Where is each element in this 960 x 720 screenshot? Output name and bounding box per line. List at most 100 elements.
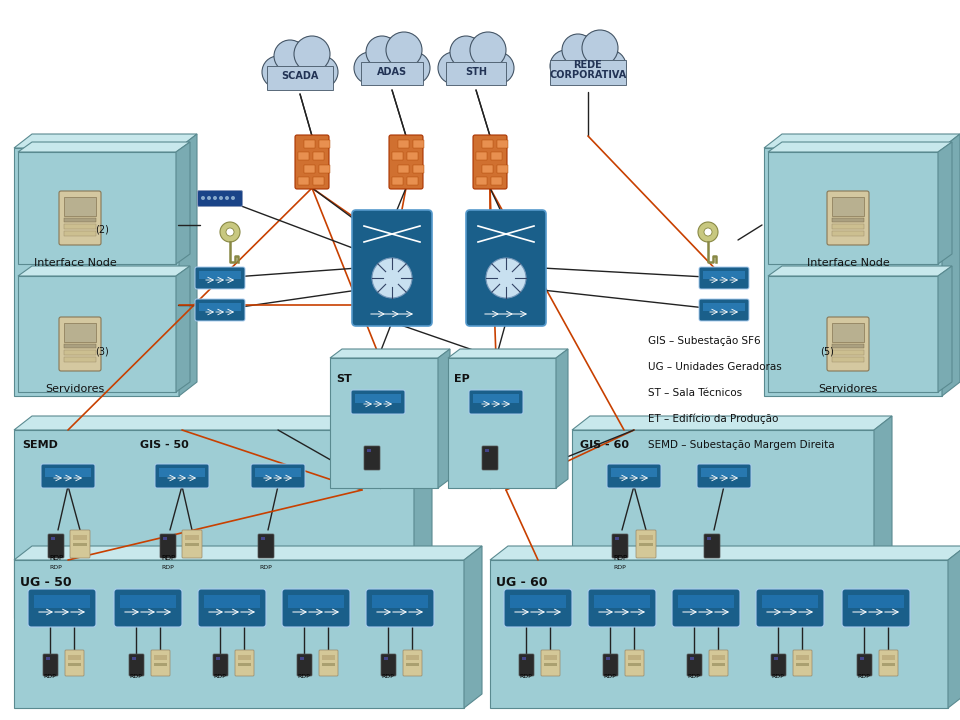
Polygon shape	[361, 62, 423, 85]
Bar	[678, 595, 734, 608]
FancyBboxPatch shape	[59, 191, 101, 245]
Circle shape	[220, 222, 240, 242]
Circle shape	[262, 56, 294, 88]
Text: SEMD – Subestação Margem Direita: SEMD – Subestação Margem Direita	[648, 440, 834, 450]
FancyBboxPatch shape	[793, 650, 812, 676]
Bar	[68, 655, 81, 660]
Bar	[832, 323, 864, 342]
Bar	[64, 350, 96, 355]
FancyBboxPatch shape	[182, 530, 202, 558]
Bar	[313, 177, 324, 185]
Bar	[132, 657, 136, 660]
Bar	[615, 537, 619, 540]
FancyBboxPatch shape	[352, 210, 432, 326]
Bar	[703, 303, 745, 311]
Circle shape	[704, 228, 712, 236]
Text: RDP: RDP	[161, 565, 175, 570]
Circle shape	[386, 32, 422, 68]
Bar	[712, 655, 725, 660]
FancyBboxPatch shape	[504, 589, 572, 627]
Text: RDP: RDP	[43, 674, 57, 679]
Bar	[407, 177, 418, 185]
Bar	[413, 165, 424, 173]
FancyBboxPatch shape	[295, 135, 329, 189]
Bar	[392, 177, 403, 185]
FancyBboxPatch shape	[541, 650, 560, 676]
Bar	[482, 140, 493, 148]
FancyBboxPatch shape	[756, 589, 824, 627]
Circle shape	[450, 36, 482, 68]
Bar	[304, 140, 315, 148]
Bar	[199, 303, 241, 311]
Bar	[832, 218, 864, 222]
FancyBboxPatch shape	[251, 464, 305, 488]
FancyBboxPatch shape	[160, 534, 176, 558]
Bar	[407, 152, 418, 160]
FancyBboxPatch shape	[469, 390, 523, 414]
Bar	[762, 595, 818, 608]
Bar	[68, 663, 81, 666]
FancyBboxPatch shape	[827, 191, 869, 245]
Bar	[154, 663, 167, 666]
Bar	[606, 657, 610, 660]
Circle shape	[274, 40, 306, 72]
Bar	[712, 663, 725, 666]
Circle shape	[482, 52, 514, 84]
FancyBboxPatch shape	[842, 589, 910, 627]
Bar	[204, 595, 260, 608]
Bar	[355, 394, 401, 403]
FancyBboxPatch shape	[59, 317, 101, 371]
Bar	[64, 231, 96, 236]
Circle shape	[486, 258, 526, 298]
Bar	[796, 663, 809, 666]
Text: UG - 50: UG - 50	[20, 576, 72, 589]
FancyBboxPatch shape	[612, 534, 628, 558]
Text: ADAS: ADAS	[377, 67, 407, 77]
Text: (5): (5)	[820, 346, 834, 356]
FancyBboxPatch shape	[195, 299, 245, 321]
FancyBboxPatch shape	[198, 191, 243, 207]
Bar	[639, 535, 653, 540]
Bar	[544, 655, 557, 660]
Bar	[485, 449, 489, 452]
Text: REDE
CORPORATIVA: REDE CORPORATIVA	[549, 60, 627, 81]
Circle shape	[566, 36, 610, 80]
Circle shape	[398, 52, 430, 84]
Text: RDP: RDP	[604, 674, 616, 679]
Text: EP: EP	[454, 374, 469, 384]
Bar	[473, 394, 519, 403]
FancyBboxPatch shape	[588, 589, 656, 627]
Bar	[304, 165, 315, 173]
Text: Servidores: Servidores	[45, 384, 105, 394]
FancyBboxPatch shape	[155, 464, 209, 488]
Text: RDP: RDP	[161, 555, 175, 561]
FancyBboxPatch shape	[351, 390, 405, 414]
Text: ST – Sala Técnicos: ST – Sala Técnicos	[648, 388, 742, 398]
Bar	[199, 271, 241, 279]
Polygon shape	[768, 276, 938, 392]
Circle shape	[219, 196, 223, 200]
Polygon shape	[572, 416, 892, 430]
Polygon shape	[18, 152, 176, 264]
FancyBboxPatch shape	[603, 654, 618, 676]
Polygon shape	[764, 134, 960, 148]
FancyBboxPatch shape	[70, 530, 90, 558]
Bar	[398, 165, 409, 173]
Polygon shape	[438, 349, 450, 488]
FancyBboxPatch shape	[65, 650, 84, 676]
Polygon shape	[330, 358, 438, 488]
Polygon shape	[490, 560, 948, 708]
Text: RDP: RDP	[772, 674, 784, 679]
Bar	[446, 62, 506, 85]
Circle shape	[294, 36, 330, 72]
Bar	[639, 543, 653, 546]
Polygon shape	[14, 560, 464, 708]
Bar	[185, 535, 199, 540]
Bar	[367, 449, 371, 452]
Polygon shape	[267, 66, 333, 90]
Circle shape	[213, 196, 217, 200]
Bar	[73, 535, 87, 540]
Bar	[690, 657, 694, 660]
Text: RDP: RDP	[49, 555, 63, 561]
FancyBboxPatch shape	[699, 299, 749, 321]
